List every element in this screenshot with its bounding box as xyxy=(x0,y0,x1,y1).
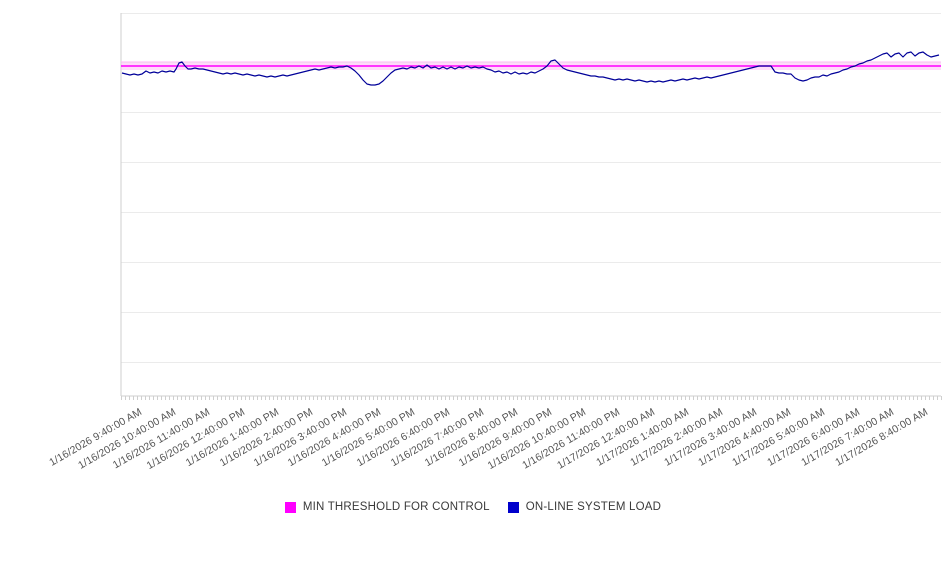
chart-root: 1/16/2026 9:40:00 AM 1/16/2026 10:40:00 A… xyxy=(0,13,946,522)
legend-item[interactable]: ON-LINE SYSTEM LOAD xyxy=(507,501,662,513)
legend-item-label: MIN THRESHOLD FOR CONTROL xyxy=(302,501,490,513)
x-axis-labels: 1/16/2026 9:40:00 AM 1/16/2026 10:40:00 A… xyxy=(0,398,946,490)
legend-color-swatch xyxy=(284,501,296,513)
legend-item-label: ON-LINE SYSTEM LOAD xyxy=(525,501,662,513)
x-axis-ticks-group xyxy=(121,396,942,400)
on-line-system-load-line xyxy=(121,51,940,86)
chart-canvas xyxy=(120,13,942,400)
chart-legend: MIN THRESHOLD FOR CONTROL ON-LINE SYSTEM … xyxy=(0,492,946,522)
plot-area xyxy=(120,13,942,400)
load-series-group xyxy=(121,51,940,86)
legend-color-swatch xyxy=(507,501,519,513)
legend-item[interactable]: MIN THRESHOLD FOR CONTROL xyxy=(284,501,490,513)
